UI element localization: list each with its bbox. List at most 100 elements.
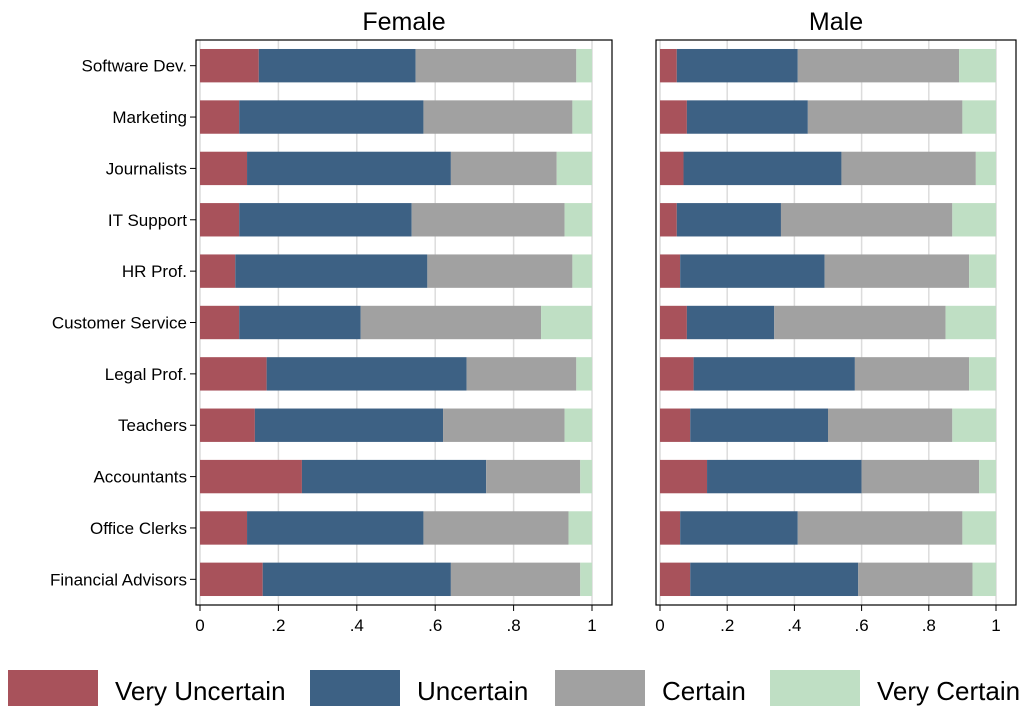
bar-male-teachers-very-uncertain [660,408,691,442]
bar-male-marketing-uncertain [686,100,808,134]
bar-male-hr-prof-uncertain [680,254,825,288]
bar-female-office-clerks-uncertain [247,511,424,545]
bar-male-financial-advisors-uncertain [690,562,859,597]
bar-female-it-support-certain [411,203,565,237]
bar-female-financial-advisors-very-certain [580,562,592,597]
bar-female-teachers-very-uncertain [200,408,255,442]
bar-male-customer-service-very-uncertain [660,305,687,340]
category-label-hr-prof: HR Prof. [122,262,187,281]
bar-male-financial-advisors-certain [858,562,973,597]
bar-female-legal-prof-uncertain [266,357,467,391]
category-label-software-dev: Software Dev. [81,57,187,76]
bar-female-marketing-certain [423,100,573,134]
bar-female-customer-service-uncertain [239,305,361,340]
legend-label-very-certain: Very Certain [877,676,1020,706]
bar-female-hr-prof-very-certain [572,254,592,288]
xtick-label-female-5: 1 [587,616,596,635]
category-label-financial-advisors: Financial Advisors [50,570,187,589]
bar-male-journalists-very-uncertain [660,151,684,186]
category-label-legal-prof: Legal Prof. [105,365,187,384]
legend-label-uncertain: Uncertain [417,676,528,706]
bar-female-office-clerks-very-uncertain [200,511,248,545]
panel-frame-male [655,39,1017,606]
bar-female-customer-service-very-certain [541,305,592,340]
bar-female-journalists-very-certain [556,151,592,186]
bar-male-teachers-uncertain [690,408,828,442]
xtick-label-male-1: .2 [720,616,734,635]
bar-male-software-dev-uncertain [676,48,798,83]
bar-male-it-support-very-uncertain [660,203,677,237]
bar-female-accountants-very-certain [580,459,592,494]
bar-male-journalists-uncertain [683,151,842,186]
bar-male-financial-advisors-very-certain [972,562,996,597]
bar-male-office-clerks-uncertain [680,511,798,545]
legend-swatch-very-certain [770,670,860,706]
bar-male-accountants-uncertain [707,459,862,494]
bar-male-hr-prof-very-uncertain [660,254,681,288]
bar-male-customer-service-certain [774,305,946,340]
bar-female-it-support-very-uncertain [200,203,240,237]
bar-female-hr-prof-uncertain [235,254,428,288]
bar-male-financial-advisors-very-uncertain [660,562,691,597]
bar-female-office-clerks-certain [423,511,569,545]
bar-female-accountants-uncertain [301,459,487,494]
xtick-label-female-2: .4 [350,616,364,635]
bar-male-legal-prof-uncertain [693,357,855,391]
xtick-label-female-3: .6 [428,616,442,635]
bar-male-accountants-very-certain [979,459,996,494]
bar-female-accountants-very-uncertain [200,459,302,494]
bar-female-software-dev-uncertain [258,48,416,83]
legend-swatch-very-uncertain [8,670,98,706]
bar-female-it-support-uncertain [239,203,412,237]
bar-female-marketing-very-certain [572,100,592,134]
legend-swatch-certain [555,670,645,706]
bar-female-marketing-uncertain [239,100,424,134]
xtick-label-female-1: .2 [271,616,285,635]
bar-female-legal-prof-very-uncertain [200,357,267,391]
bar-female-customer-service-very-uncertain [200,305,240,340]
bar-male-marketing-very-uncertain [660,100,687,134]
bar-male-teachers-certain [828,408,953,442]
bar-female-financial-advisors-certain [450,562,581,597]
bar-female-marketing-very-uncertain [200,100,240,134]
bar-male-it-support-very-certain [952,203,996,237]
bar-male-software-dev-certain [797,48,960,83]
category-label-journalists: Journalists [106,159,187,178]
category-label-marketing: Marketing [112,108,187,127]
bar-male-software-dev-very-uncertain [660,48,677,83]
bar-male-software-dev-very-certain [959,48,996,83]
bar-male-legal-prof-very-uncertain [660,357,694,391]
bar-male-hr-prof-certain [824,254,970,288]
legend-swatch-uncertain [310,670,400,706]
bar-female-journalists-certain [450,151,557,186]
bar-male-journalists-certain [841,151,976,186]
bar-female-teachers-uncertain [254,408,444,442]
category-label-teachers: Teachers [118,416,187,435]
bar-male-legal-prof-very-certain [969,357,996,391]
bar-female-office-clerks-very-certain [568,511,592,545]
panel-title-male: Male [809,8,863,36]
bar-male-teachers-very-certain [952,408,996,442]
bar-female-hr-prof-certain [427,254,573,288]
xtick-label-female-4: .8 [507,616,521,635]
bar-male-accountants-very-uncertain [660,459,708,494]
bar-male-journalists-very-certain [975,151,996,186]
bar-female-journalists-very-uncertain [200,151,248,186]
legend-label-very-uncertain: Very Uncertain [115,676,286,706]
bar-male-hr-prof-very-certain [969,254,996,288]
bar-female-teachers-very-certain [564,408,592,442]
bar-female-journalists-uncertain [247,151,451,186]
bar-female-legal-prof-very-certain [576,357,592,391]
bar-male-marketing-certain [807,100,963,134]
panel-title-female: Female [362,8,445,36]
bar-male-it-support-certain [780,203,953,237]
bar-female-software-dev-very-uncertain [200,48,259,83]
bar-male-office-clerks-certain [797,511,963,545]
bar-female-it-support-very-certain [564,203,592,237]
bar-male-marketing-very-certain [962,100,996,134]
bar-female-teachers-certain [443,408,565,442]
bar-female-hr-prof-very-uncertain [200,254,236,288]
bar-female-customer-service-certain [360,305,542,340]
